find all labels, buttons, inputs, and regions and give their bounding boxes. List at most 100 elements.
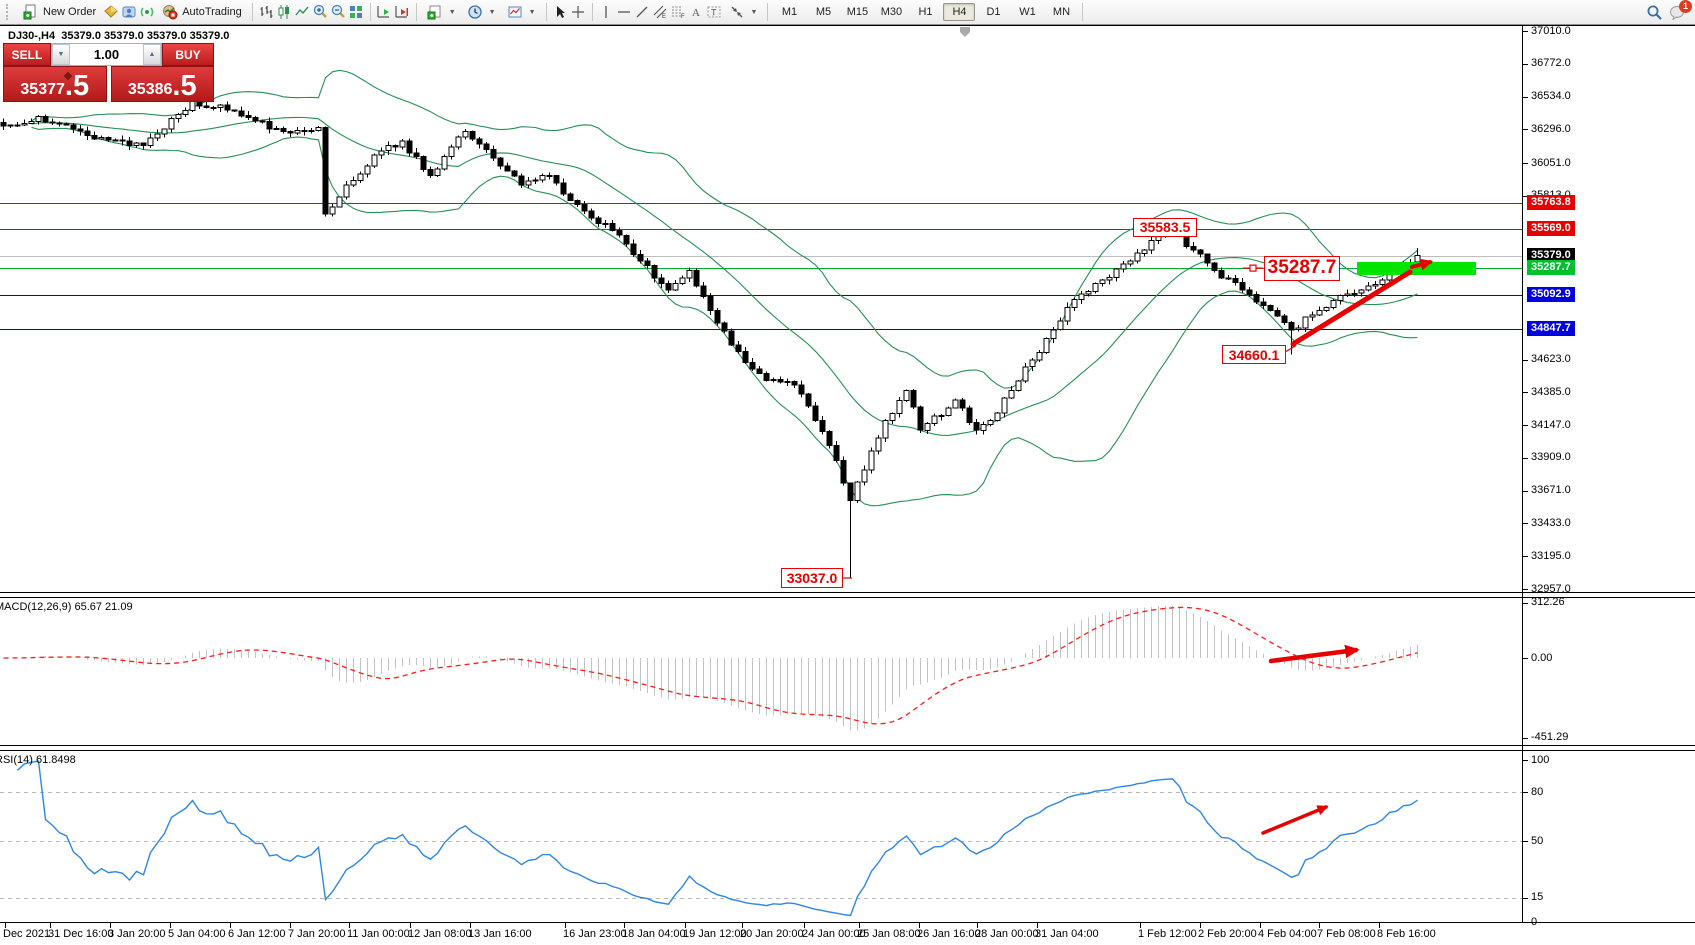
rsi-line: [17, 760, 1418, 917]
new-order-label: New Order: [43, 6, 97, 18]
signals-icon[interactable]: [138, 4, 155, 20]
price-annotation-34660.1[interactable]: 34660.1: [1222, 345, 1286, 365]
rsi-label: RSI(14) 61.8498: [0, 754, 76, 766]
volume-decrease-button[interactable]: ▼: [52, 44, 70, 65]
toolbar-grip[interactable]: [6, 4, 13, 20]
clock-icon: [467, 4, 484, 20]
date-label: 7 Jan 20:00: [288, 928, 346, 940]
channel-tool-icon[interactable]: E: [652, 4, 669, 20]
horizontal-line-tool-icon[interactable]: [616, 4, 633, 20]
text-tool-icon[interactable]: A: [688, 4, 705, 20]
chart-title: DJ30-,H4 35379.0 35379.0 35379.0 35379.0: [8, 30, 229, 42]
axis-label: 34623.0: [1531, 353, 1571, 366]
axis-label: 34385.0: [1531, 385, 1571, 398]
price-annotation-35583.5[interactable]: 35583.5: [1133, 217, 1197, 237]
axis-label: 80: [1531, 785, 1544, 798]
autoscroll-icon[interactable]: [376, 4, 393, 20]
timeframe-button-d1[interactable]: D1: [986, 6, 1001, 18]
sell-price-box[interactable]: 35377 .5: [3, 66, 107, 102]
trendline-tool-icon[interactable]: [634, 4, 651, 20]
toolbar-separator: [767, 3, 769, 21]
new-order-button[interactable]: New Order: [17, 1, 101, 24]
bar-chart-icon[interactable]: [258, 4, 275, 20]
zoom-in-icon[interactable]: [312, 4, 329, 20]
timeframe-button-m5[interactable]: M5: [815, 6, 832, 18]
timeframe-button-h4[interactable]: H4: [943, 3, 976, 21]
date-label: 11 Jan 00:00: [347, 928, 410, 940]
candlestick-chart-icon[interactable]: [276, 4, 293, 20]
notification-badge: 1: [1679, 0, 1692, 13]
chart-ohlc: 35379.0 35379.0 35379.0 35379.0: [61, 30, 230, 42]
axis-label: 36296.0: [1531, 122, 1571, 135]
annotation-connectors: [843, 264, 1297, 579]
tile-windows-icon[interactable]: [348, 4, 365, 20]
axis-label: 0: [1531, 915, 1538, 928]
svg-text:T: T: [711, 8, 717, 18]
fibonacci-tool-icon[interactable]: F: [670, 4, 687, 20]
price-annotation-33037.0[interactable]: 33037.0: [781, 567, 843, 588]
volume-increase-button[interactable]: ▲: [143, 44, 161, 65]
timeframe-button-w1[interactable]: W1: [1019, 6, 1036, 18]
date-label: 3 Jan 20:00: [108, 928, 166, 940]
timeframe-button-m30[interactable]: M30: [880, 6, 903, 18]
community-icon[interactable]: [120, 4, 137, 20]
drawn-arrows: [1261, 258, 1434, 835]
crosshair-icon[interactable]: [570, 4, 587, 20]
axis-label: 15: [1531, 891, 1544, 904]
dropdown-caret: ▼: [528, 8, 536, 16]
sell-button[interactable]: SELL: [3, 43, 51, 66]
chart-shift-icon[interactable]: [394, 4, 411, 20]
timeframe-button-mn[interactable]: MN: [1052, 6, 1071, 18]
label-tool-icon[interactable]: T: [706, 4, 723, 20]
axis-label: 37010.0: [1531, 24, 1571, 37]
date-label: 19 Jan 12:00: [683, 928, 747, 940]
axis-label: 36772.0: [1531, 57, 1571, 70]
date-label: 13 Jan 16:00: [468, 928, 532, 940]
buy-price: 35386: [127, 81, 173, 98]
indicators-button[interactable]: ▼: [422, 1, 461, 24]
autotrading-icon: [161, 4, 178, 20]
svg-text:E: E: [662, 14, 666, 20]
date-label: 31 Dec 16:00: [48, 928, 114, 940]
volume-value[interactable]: 1.00: [93, 47, 120, 62]
price-annotation-35287.7[interactable]: 35287.7: [1264, 255, 1340, 281]
buy-button[interactable]: BUY: [162, 43, 214, 66]
date-label: 20 Jan 20:00: [740, 928, 804, 940]
macd-signal-line: [3, 606, 1418, 725]
date-label: 12 Jan 08:00: [408, 928, 472, 940]
autotrading-button[interactable]: AutoTrading: [156, 1, 247, 24]
date-label: 4 Feb 04:00: [1258, 928, 1317, 940]
notifications-button[interactable]: 1: [1669, 0, 1692, 20]
chart-symbol: DJ30-,H4: [8, 30, 56, 42]
date-label: 2 Feb 20:00: [1198, 928, 1257, 940]
timeframe-button-h1[interactable]: H1: [918, 6, 933, 18]
svg-text:A: A: [692, 7, 700, 19]
templates-button[interactable]: ▼: [502, 1, 541, 24]
timeframe-button-m15[interactable]: M15: [846, 6, 869, 18]
price-tag-34847.7: 34847.7: [1527, 320, 1575, 336]
mql-market-icon[interactable]: [102, 4, 119, 20]
macd-label: MACD(12,26,9) 65.67 21.09: [0, 601, 133, 613]
svg-text:F: F: [681, 14, 685, 20]
axis-label: 0.00: [1531, 651, 1553, 664]
line-chart-icon[interactable]: [294, 4, 311, 20]
buy-price-box[interactable]: 35386 .5: [110, 66, 214, 102]
volume-spinner: ▼ 1.00 ▲: [51, 43, 162, 66]
toolbar-separator: [415, 3, 417, 21]
cursor-icon[interactable]: [552, 4, 569, 20]
axis-label: 312.26: [1531, 596, 1565, 609]
vertical-line-tool-icon[interactable]: [598, 4, 615, 20]
periods-button[interactable]: ▼: [462, 1, 501, 24]
price-tag-35092.9: 35092.9: [1527, 286, 1575, 302]
date-label: 16 Jan 23:00: [563, 928, 627, 940]
timeframe-button-m1[interactable]: M1: [781, 6, 798, 18]
arrows-tool-button[interactable]: ▼: [724, 1, 763, 24]
date-label: 28 Jan 00:00: [975, 928, 1039, 940]
toolbar-separator: [251, 3, 253, 21]
zoom-out-icon[interactable]: [330, 4, 347, 20]
date-label: 31 Jan 04:00: [1035, 928, 1099, 940]
timeframe-group: M1 M5 M15 M30 H1 H4 D1 W1 MN: [773, 3, 1077, 21]
search-icon[interactable]: [1646, 4, 1663, 20]
